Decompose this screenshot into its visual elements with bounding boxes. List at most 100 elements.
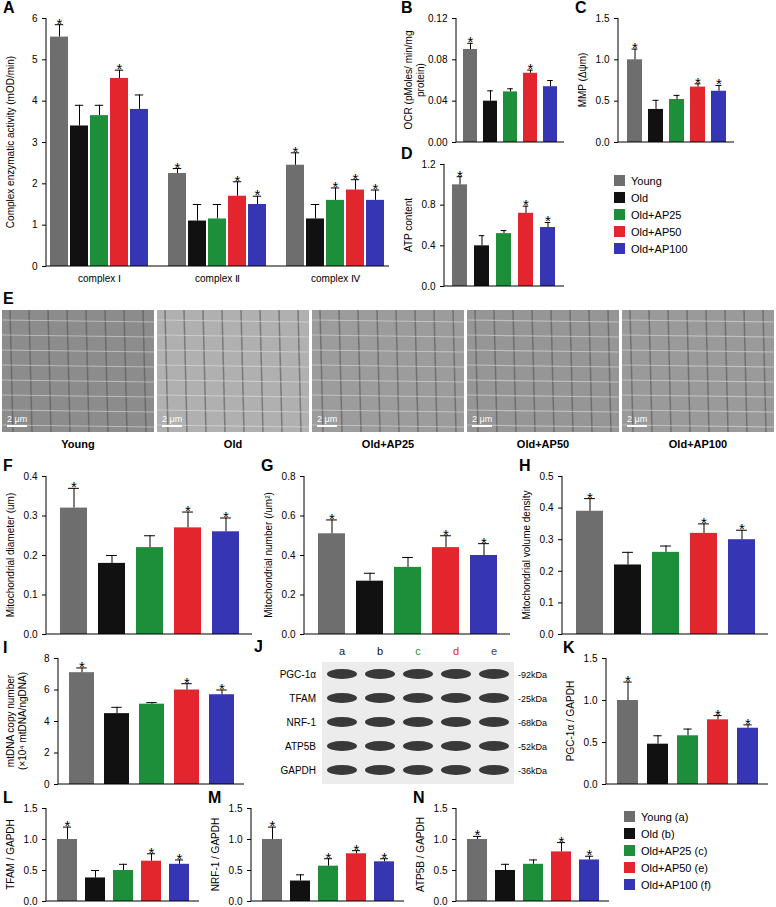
svg-text:complex Ⅱ: complex Ⅱ <box>195 273 240 284</box>
svg-text:mtDNA copy number: mtDNA copy number <box>5 674 16 767</box>
svg-text:0: 0 <box>44 779 50 790</box>
svg-text:0.4: 0.4 <box>24 471 38 482</box>
svg-text:1.2: 1.2 <box>422 159 436 170</box>
svg-text:0.0: 0.0 <box>229 896 243 907</box>
svg-text:*: * <box>57 15 63 32</box>
svg-text:a: a <box>339 645 346 657</box>
svg-text:-52kDa: -52kDa <box>518 742 547 752</box>
svg-text:0.04: 0.04 <box>428 95 448 106</box>
svg-text:*: * <box>329 510 335 527</box>
svg-text:c: c <box>415 645 421 657</box>
svg-text:*: * <box>468 33 474 50</box>
svg-text:0.0: 0.0 <box>596 137 610 148</box>
svg-text:Complex enzymatic activity (mO: Complex enzymatic activity (mOD/min) <box>5 56 16 228</box>
svg-text:*: * <box>382 849 388 866</box>
svg-text:e: e <box>491 645 497 657</box>
svg-text:8: 8 <box>44 653 50 664</box>
svg-text:*: * <box>354 841 360 858</box>
svg-text:Young: Young <box>61 438 94 450</box>
svg-text:0.5: 0.5 <box>584 737 598 748</box>
svg-text:protein): protein) <box>415 63 426 97</box>
svg-text:0.2: 0.2 <box>24 550 38 561</box>
svg-text:2: 2 <box>32 178 38 189</box>
svg-text:0.0: 0.0 <box>434 896 448 907</box>
svg-text:1.5: 1.5 <box>24 803 38 814</box>
svg-text:*: * <box>270 817 276 834</box>
svg-text:PGC-1α / GAPDH: PGC-1α / GAPDH <box>565 681 576 761</box>
svg-text:*: * <box>739 520 745 537</box>
svg-text:*: * <box>528 60 534 77</box>
svg-text:0.5: 0.5 <box>24 865 38 876</box>
svg-text:0.8: 0.8 <box>422 199 436 210</box>
svg-text:Old+AP25: Old+AP25 <box>362 438 414 450</box>
svg-text:TFAM: TFAM <box>289 693 316 704</box>
svg-text:GAPDH: GAPDH <box>280 765 316 776</box>
svg-text:0.4: 0.4 <box>282 550 296 561</box>
svg-text:*: * <box>235 172 241 189</box>
svg-text:1.5: 1.5 <box>596 13 610 24</box>
svg-text:0.5: 0.5 <box>540 471 554 482</box>
svg-text:6: 6 <box>44 684 50 695</box>
svg-text:0.4: 0.4 <box>540 502 554 513</box>
svg-text:0.5: 0.5 <box>434 865 448 876</box>
svg-text:*: * <box>326 849 332 866</box>
svg-text:*: * <box>523 196 529 213</box>
svg-text:0.12: 0.12 <box>428 13 448 24</box>
svg-text:4: 4 <box>32 95 38 106</box>
svg-text:2: 2 <box>44 747 50 758</box>
svg-text:-36kDa: -36kDa <box>518 766 547 776</box>
svg-text:*: * <box>184 674 190 691</box>
svg-text:*: * <box>79 658 85 675</box>
svg-text:-68kDa: -68kDa <box>518 718 547 728</box>
svg-text:0.4: 0.4 <box>422 240 436 251</box>
svg-text:*: * <box>65 817 71 834</box>
svg-text:*: * <box>559 833 565 850</box>
svg-text:0.2: 0.2 <box>540 566 554 577</box>
svg-text:Mitochondrial number (/um²): Mitochondrial number (/um²) <box>263 492 274 618</box>
svg-text:*: * <box>475 826 481 843</box>
svg-text:*: * <box>185 502 191 519</box>
svg-text:*: * <box>716 75 722 92</box>
svg-text:*: * <box>177 850 183 867</box>
svg-text:(×10⁴ mtDNA/ngDNA): (×10⁴ mtDNA/ngDNA) <box>17 672 28 770</box>
svg-text:*: * <box>333 178 339 195</box>
svg-text:MMP (Δψm): MMP (Δψm) <box>577 53 588 108</box>
svg-text:2 μm: 2 μm <box>7 414 27 424</box>
svg-text:6: 6 <box>32 13 38 24</box>
svg-text:complex Ⅳ: complex Ⅳ <box>311 273 361 284</box>
svg-text:*: * <box>587 489 593 506</box>
svg-text:1.0: 1.0 <box>229 834 243 845</box>
svg-text:0.0: 0.0 <box>584 779 598 790</box>
svg-text:0.3: 0.3 <box>540 534 554 545</box>
svg-text:0.0: 0.0 <box>540 629 554 640</box>
svg-text:0.5: 0.5 <box>596 95 610 106</box>
svg-text:1.0: 1.0 <box>24 834 38 845</box>
svg-text:5: 5 <box>32 54 38 65</box>
svg-text:d: d <box>453 645 459 657</box>
svg-text:0.0: 0.0 <box>422 281 436 292</box>
svg-text:2 μm: 2 μm <box>162 414 182 424</box>
svg-text:0: 0 <box>32 261 38 272</box>
svg-text:*: * <box>175 159 181 176</box>
svg-text:0.6: 0.6 <box>282 510 296 521</box>
svg-text:0.0: 0.0 <box>24 896 38 907</box>
svg-text:*: * <box>457 167 463 184</box>
svg-text:0.5: 0.5 <box>229 865 243 876</box>
svg-text:1.5: 1.5 <box>229 803 243 814</box>
svg-text:1.5: 1.5 <box>434 803 448 814</box>
svg-text:-25kDa: -25kDa <box>518 694 547 704</box>
svg-text:4: 4 <box>44 716 50 727</box>
svg-text:*: * <box>632 39 638 56</box>
svg-text:-92kDa: -92kDa <box>518 670 547 680</box>
svg-text:*: * <box>223 508 229 525</box>
svg-text:0.1: 0.1 <box>540 597 554 608</box>
svg-text:*: * <box>71 478 77 495</box>
svg-text:0.1: 0.1 <box>24 589 38 600</box>
svg-text:2 μm: 2 μm <box>627 414 647 424</box>
svg-text:0.2: 0.2 <box>282 589 296 600</box>
svg-text:NRF-1 / GAPDH: NRF-1 / GAPDH <box>210 818 221 891</box>
svg-text:complex Ⅰ: complex Ⅰ <box>78 273 121 284</box>
svg-text:0.0: 0.0 <box>24 629 38 640</box>
svg-text:1.5: 1.5 <box>584 653 598 664</box>
svg-text:2 μm: 2 μm <box>472 414 492 424</box>
